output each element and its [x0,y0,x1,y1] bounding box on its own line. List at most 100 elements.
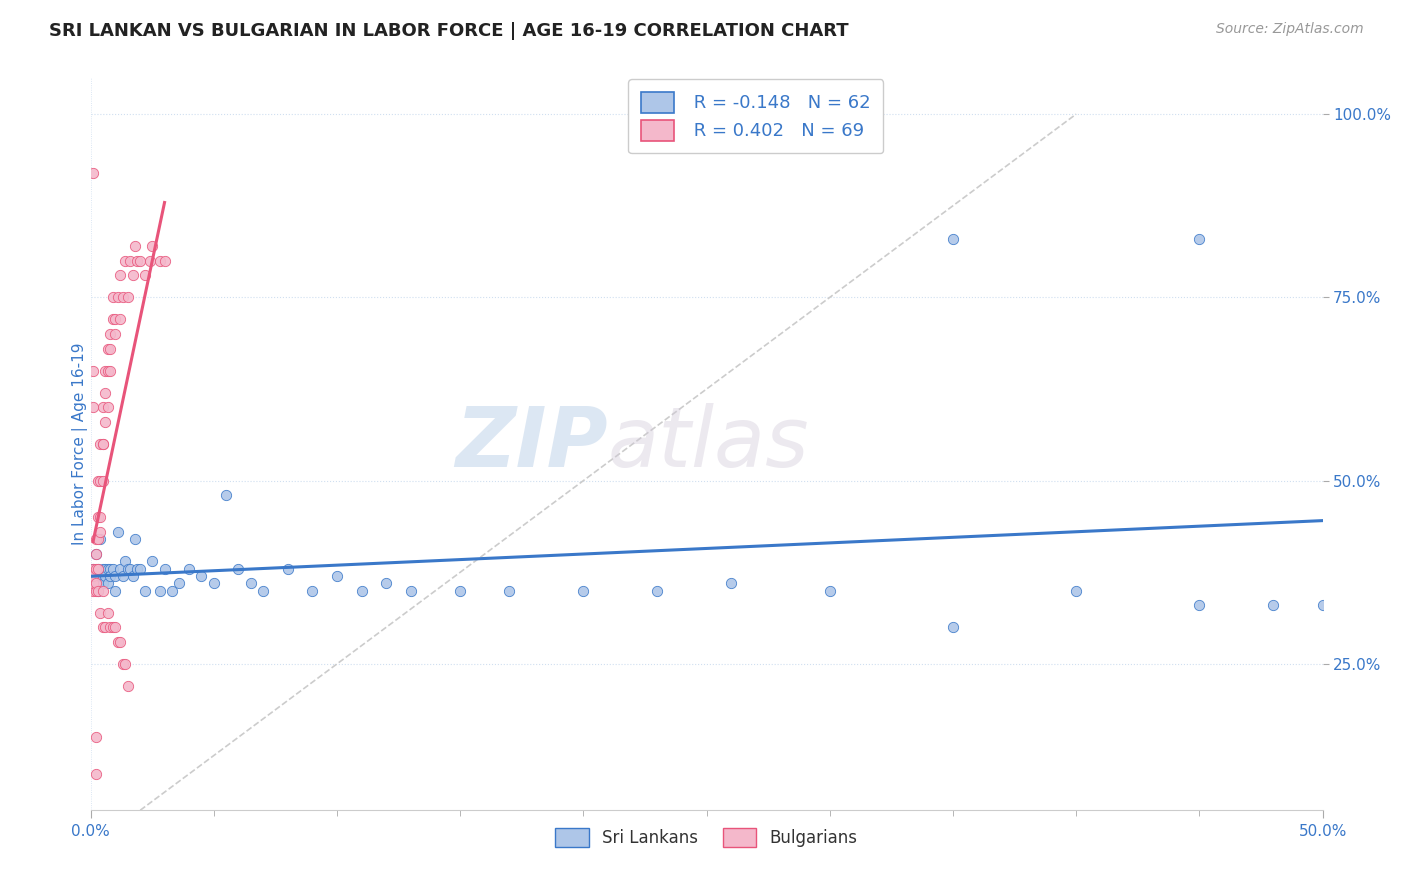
Point [104,569,127,583]
Point [91,401,114,415]
Point [84,547,107,561]
Point [94,620,117,634]
Point [215,488,238,502]
Point [98,569,121,583]
Text: ZIP: ZIP [456,403,607,484]
Point [190,569,212,583]
Point [94,364,117,378]
Point [94,569,117,583]
Point [111,657,134,671]
Point [375,576,398,591]
Point [87,583,110,598]
Point [114,554,136,568]
Legend: Sri Lankans, Bulgarians: Sri Lankans, Bulgarians [548,821,865,854]
Point [98,326,121,341]
Point [82,576,104,591]
Point [101,561,124,575]
Point [91,576,114,591]
Point [82,364,104,378]
Point [160,583,183,598]
Point [84,533,107,547]
Point [84,767,107,781]
Point [179,561,201,575]
Point [82,561,104,575]
Point [153,561,176,575]
Point [1312,599,1334,613]
Point [91,620,114,634]
Point [91,437,114,451]
Point [84,547,107,561]
Point [141,239,163,253]
Point [128,253,150,268]
Text: Source: ZipAtlas.com: Source: ZipAtlas.com [1216,22,1364,37]
Y-axis label: In Labor Force | Age 16-19: In Labor Force | Age 16-19 [72,343,87,545]
Point [87,576,110,591]
Point [942,232,965,246]
Point [117,290,139,304]
Point [124,533,146,547]
Point [84,583,107,598]
Point [118,561,141,575]
Point [252,583,274,598]
Point [108,268,131,283]
Point [97,561,120,575]
Point [87,561,110,575]
Point [121,569,143,583]
Point [94,561,117,575]
Point [94,415,117,429]
Point [326,569,349,583]
Point [91,437,114,451]
Point [108,561,131,575]
Point [114,657,136,671]
Point [89,437,111,451]
Point [117,561,139,575]
Point [97,401,120,415]
Point [1188,232,1211,246]
Point [104,326,127,341]
Point [91,474,114,488]
Point [239,576,262,591]
Point [111,290,134,304]
Point [202,576,225,591]
Point [98,364,121,378]
Point [89,510,111,524]
Point [84,569,107,583]
Point [87,474,110,488]
Point [91,583,114,598]
Point [82,166,104,180]
Point [87,561,110,575]
Point [82,561,104,575]
Point [572,583,595,598]
Point [1188,599,1211,613]
Point [82,401,104,415]
Point [128,561,150,575]
Point [111,569,134,583]
Point [141,554,163,568]
Point [94,385,117,400]
Point [107,290,129,304]
Point [89,606,111,620]
Point [942,620,965,634]
Point [107,635,129,649]
Point [89,474,111,488]
Point [647,583,669,598]
Point [1263,599,1285,613]
Point [124,239,146,253]
Point [104,583,127,598]
Point [89,533,111,547]
Point [139,253,162,268]
Point [149,253,172,268]
Point [89,569,111,583]
Point [127,253,149,268]
Point [121,268,143,283]
Text: SRI LANKAN VS BULGARIAN IN LABOR FORCE | AGE 16-19 CORRELATION CHART: SRI LANKAN VS BULGARIAN IN LABOR FORCE |… [49,22,849,40]
Point [104,620,127,634]
Point [87,533,110,547]
Point [91,561,114,575]
Point [134,583,156,598]
Point [228,561,250,575]
Point [117,679,139,693]
Point [350,583,373,598]
Point [84,576,107,591]
Point [98,561,121,575]
